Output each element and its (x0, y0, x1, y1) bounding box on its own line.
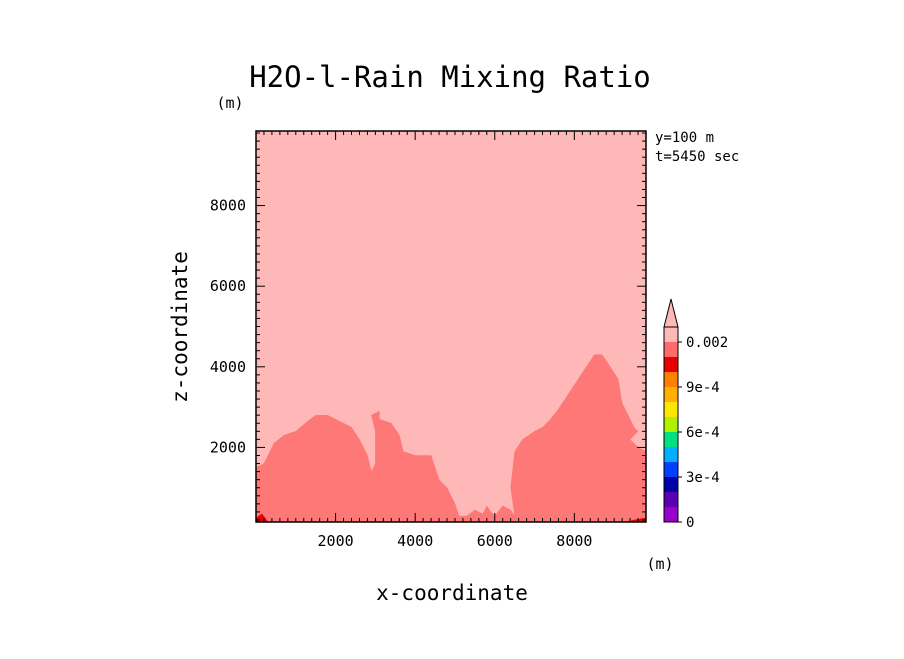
x-tick-label: 4000 (397, 532, 433, 550)
colorbar-bin (664, 357, 678, 372)
x-tick-labels: 2000 4000 6000 8000 (318, 532, 593, 550)
colorbar-label: 6e-4 (686, 425, 720, 441)
y-unit-label: (m) (216, 94, 243, 112)
y-tick-label: 4000 (210, 358, 246, 376)
colorbar-bin (664, 402, 678, 417)
annotation-y: y=100 m (655, 130, 714, 146)
colorbar-frame (663, 326, 679, 523)
colorbar-bin (664, 477, 678, 492)
y-tick-label: 2000 (210, 438, 246, 456)
contour-fields (255, 130, 647, 523)
colorbar-bin (664, 327, 678, 342)
colorbar-bin (664, 507, 678, 522)
x-tick-label: 8000 (556, 532, 592, 550)
colorbar-bin (664, 387, 678, 402)
y-tick-labels: 2000 4000 6000 8000 (210, 197, 246, 457)
colorbar-bin (664, 417, 678, 432)
x-unit-label: (m) (646, 555, 673, 573)
colorbar-bin (664, 432, 678, 447)
colorbar-label: 0 (686, 515, 694, 531)
x-tick-label: 2000 (318, 532, 354, 550)
colorbar-label: 0.002 (686, 335, 728, 351)
colorbar-bin (664, 462, 678, 477)
colorbar-bin (664, 492, 678, 507)
x-axis-label: x-coordinate (376, 581, 528, 605)
y-axis-label: z-coordinate (168, 251, 192, 403)
colorbar-extend-triangle (663, 298, 679, 328)
colorbar-bin (664, 372, 678, 387)
colorbar-label: 3e-4 (686, 470, 720, 486)
y-tick-label: 8000 (210, 197, 246, 215)
x-tick-label: 6000 (477, 532, 513, 550)
colorbar: 0 3e-4 6e-4 9e-4 0.002 (663, 298, 728, 531)
annotation-t: t=5450 sec (655, 149, 739, 165)
colorbar-bin (664, 447, 678, 462)
y-tick-label: 6000 (210, 277, 246, 295)
chart-title: H2O-l-Rain Mixing Ratio (249, 60, 651, 94)
colorbar-bin (664, 342, 678, 357)
contour-region-mixing-ratio-0-0015-0-002 (255, 354, 647, 523)
colorbar-label: 9e-4 (686, 380, 720, 396)
plot-frame (255, 130, 647, 523)
